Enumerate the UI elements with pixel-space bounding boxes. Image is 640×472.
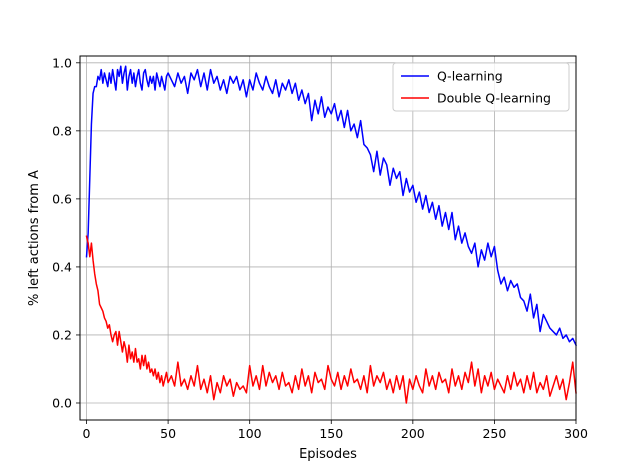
x-axis-label: Episodes: [299, 447, 357, 462]
plot-frame: [79, 55, 577, 421]
x-tick-label: 0: [83, 426, 91, 441]
x-tick-label: 300: [564, 426, 588, 441]
series-layer: [85, 65, 578, 404]
grid-layer: [80, 56, 577, 420]
y-tick-label: 0.2: [52, 327, 72, 342]
x-tick-label: 250: [482, 426, 506, 441]
series-line-q-learning: [85, 65, 578, 347]
x-tick-label: 100: [238, 426, 262, 441]
legend-label-double-q-learning: Double Q-learning: [437, 91, 551, 106]
legend-label-q-learning: Q-learning: [437, 69, 503, 84]
y-tick-label: 0.0: [52, 395, 72, 410]
y-tick-label: 0.6: [52, 191, 72, 206]
y-tick-label: 0.4: [52, 259, 72, 274]
y-tick-label: 0.8: [52, 123, 72, 138]
series-line-double-q-learning: [85, 235, 577, 404]
legend: Q-learning Double Q-learning: [392, 62, 570, 112]
legend-box: [392, 62, 570, 112]
tick-layer: 0 50 100 150 200 250 300 0.0 0.2 0.4 0.6 0.8 1.0: [52, 55, 588, 441]
x-tick-label: 200: [401, 426, 425, 441]
x-tick-label: 50: [160, 426, 176, 441]
y-axis-label: % left actions from A: [27, 170, 42, 306]
y-tick-label: 1.0: [52, 55, 72, 70]
x-tick-label: 150: [319, 426, 343, 441]
